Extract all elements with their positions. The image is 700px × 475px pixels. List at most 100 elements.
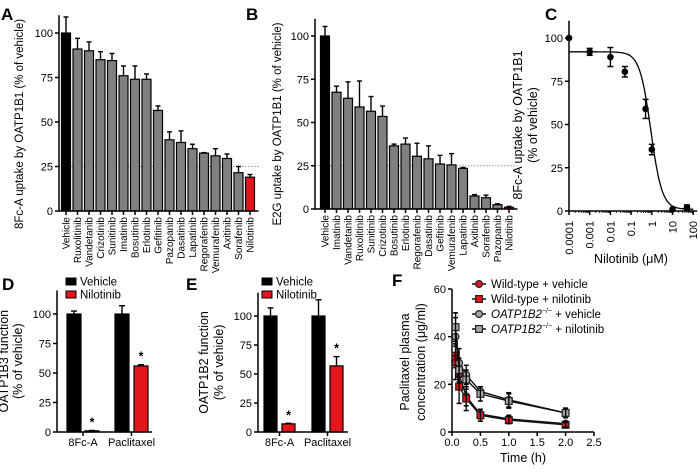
y-tick-label: 100 <box>35 28 53 40</box>
bar-axitinib <box>221 157 233 212</box>
panel-a-bar-chart <box>59 32 259 212</box>
legend-superscript: −/− <box>542 323 552 330</box>
bar-regorafenib <box>198 152 210 212</box>
panel-c-letter: C <box>545 5 557 24</box>
bar-bosutinib <box>129 78 141 212</box>
y-axis-title-line2: (% of vehicle) <box>526 87 540 163</box>
bar-vandetanib <box>83 50 95 212</box>
x-tick-label: 1.5 <box>530 437 545 449</box>
bar-lapatinib <box>187 148 198 212</box>
bar-vandetanib <box>342 97 354 210</box>
category-label: Bosutinib <box>390 215 401 257</box>
bar-bosutinib <box>388 145 400 210</box>
y-tick-label: 25 <box>240 398 252 410</box>
y-tick-label: 0 <box>47 206 53 218</box>
data-point <box>565 34 573 42</box>
bar-ruxolitinib <box>72 48 83 212</box>
legend-label-vehicle: Vehicle <box>276 277 313 289</box>
bar-dasatinib <box>175 141 187 212</box>
category-label: Dasatinib <box>177 217 188 259</box>
y-tick-label: 40 <box>434 332 446 344</box>
category-label: Axitinib <box>470 215 481 248</box>
bar-vehicle-8fc-a <box>263 315 278 433</box>
bar-nilotinib-8fc-a <box>281 423 296 433</box>
category-label: Imatinib <box>119 217 130 252</box>
category-label: Vandetanib <box>85 217 96 267</box>
bar-imatinib <box>331 91 342 210</box>
y-axis-title: 8Fc-A uptake by OATP1B1 (% of vehicle) <box>14 19 26 229</box>
y-tick-label: 100 <box>291 31 309 43</box>
significance-star: * <box>139 350 144 364</box>
category-label: Regorafenib <box>413 215 424 270</box>
legend-label: Wild-type + vehicle <box>491 279 588 291</box>
bar-nilotinib-paclitaxel <box>133 365 149 433</box>
data-point <box>607 53 614 61</box>
category-label: Ruxolitinib <box>355 215 366 262</box>
category-label: Paclitaxel <box>304 437 351 449</box>
legend-superscript: −/− <box>542 308 552 315</box>
bar-vemurafenib <box>446 164 457 210</box>
significance-star: * <box>90 415 95 429</box>
legend-gene: OATP1B2 <box>491 324 543 336</box>
category-label: Imatinib <box>332 215 343 250</box>
x-tick-label: 100 <box>688 221 700 239</box>
bar-pazopanib <box>164 139 175 212</box>
y-tick-label: 0 <box>440 427 446 439</box>
panel-f-letter: F <box>392 271 402 290</box>
bar-sunitinib <box>365 110 377 210</box>
x-tick-label: 1.0 <box>501 437 516 449</box>
y-tick-label: 20 <box>434 379 446 391</box>
bar-sorafenib <box>233 172 244 212</box>
bar-imatinib <box>118 75 129 212</box>
y-tick-label: 75 <box>39 339 51 351</box>
legend-swatch-vehicle <box>65 277 77 286</box>
category-label: Vehicle <box>62 217 73 250</box>
fit-curve <box>569 51 694 210</box>
x-axis-title: Nilotinib (μM) <box>594 252 668 266</box>
y-tick-label: 25 <box>41 162 53 174</box>
category-label: Vandetanib <box>344 215 355 265</box>
y-tick-label: 25 <box>39 398 51 410</box>
category-label: Pazopanib <box>165 217 176 265</box>
y-axis-title: OATP1B2 function <box>197 311 211 414</box>
bar-vehicle-paclitaxel <box>114 313 130 433</box>
category-label: 8Fc-A <box>265 437 295 449</box>
bar-crizotinib <box>377 115 388 210</box>
category-label: Erlotinib <box>142 217 153 254</box>
category-label: Bosutinib <box>131 217 142 259</box>
x-tick-label: 10 <box>668 221 680 233</box>
panel-d-letter: D <box>2 275 14 294</box>
panel-b-letter: B <box>246 5 258 24</box>
category-label: Regorafenib <box>200 217 211 272</box>
data-point <box>642 105 649 113</box>
x-tick-label: 0.0001 <box>564 221 576 255</box>
bar-ruxolitinib <box>354 106 365 210</box>
category-label: Gefitinib <box>154 217 165 254</box>
y-tick-label: 0 <box>303 204 309 216</box>
legend-rest: + nilotinib <box>552 324 604 336</box>
category-label: Paclitaxel <box>108 437 155 449</box>
y-axis-title-line2: concentration (μg/ml) <box>414 303 428 421</box>
category-label: Sorafenib <box>234 217 245 260</box>
x-tick-label: 0.5 <box>473 437 488 449</box>
y-axis-title: OATP1B3 function <box>0 310 11 413</box>
y-tick-label: 100 <box>545 33 563 45</box>
y-tick-label: 25 <box>297 161 309 173</box>
significance-star: * <box>286 408 291 422</box>
category-label: Lapatinib <box>188 217 199 258</box>
category-label: Nilotinib <box>505 215 516 251</box>
category-label: Nilotinib <box>246 217 257 253</box>
bar-regorafenib <box>411 155 423 210</box>
category-label: 8Fc-A <box>68 437 98 449</box>
bar-vehicle-paclitaxel <box>311 315 326 433</box>
legend-label: OATP1B2−/− + nilotinib <box>491 323 604 336</box>
legend-marker <box>475 325 484 334</box>
data-point <box>669 205 676 213</box>
y-tick-label: 75 <box>240 340 252 352</box>
y-tick-label: 50 <box>551 120 563 132</box>
bar-axitinib <box>469 195 480 210</box>
y-tick-label: 50 <box>297 118 309 130</box>
y-tick-label: 0 <box>557 206 563 218</box>
significance-star: * <box>334 342 339 356</box>
